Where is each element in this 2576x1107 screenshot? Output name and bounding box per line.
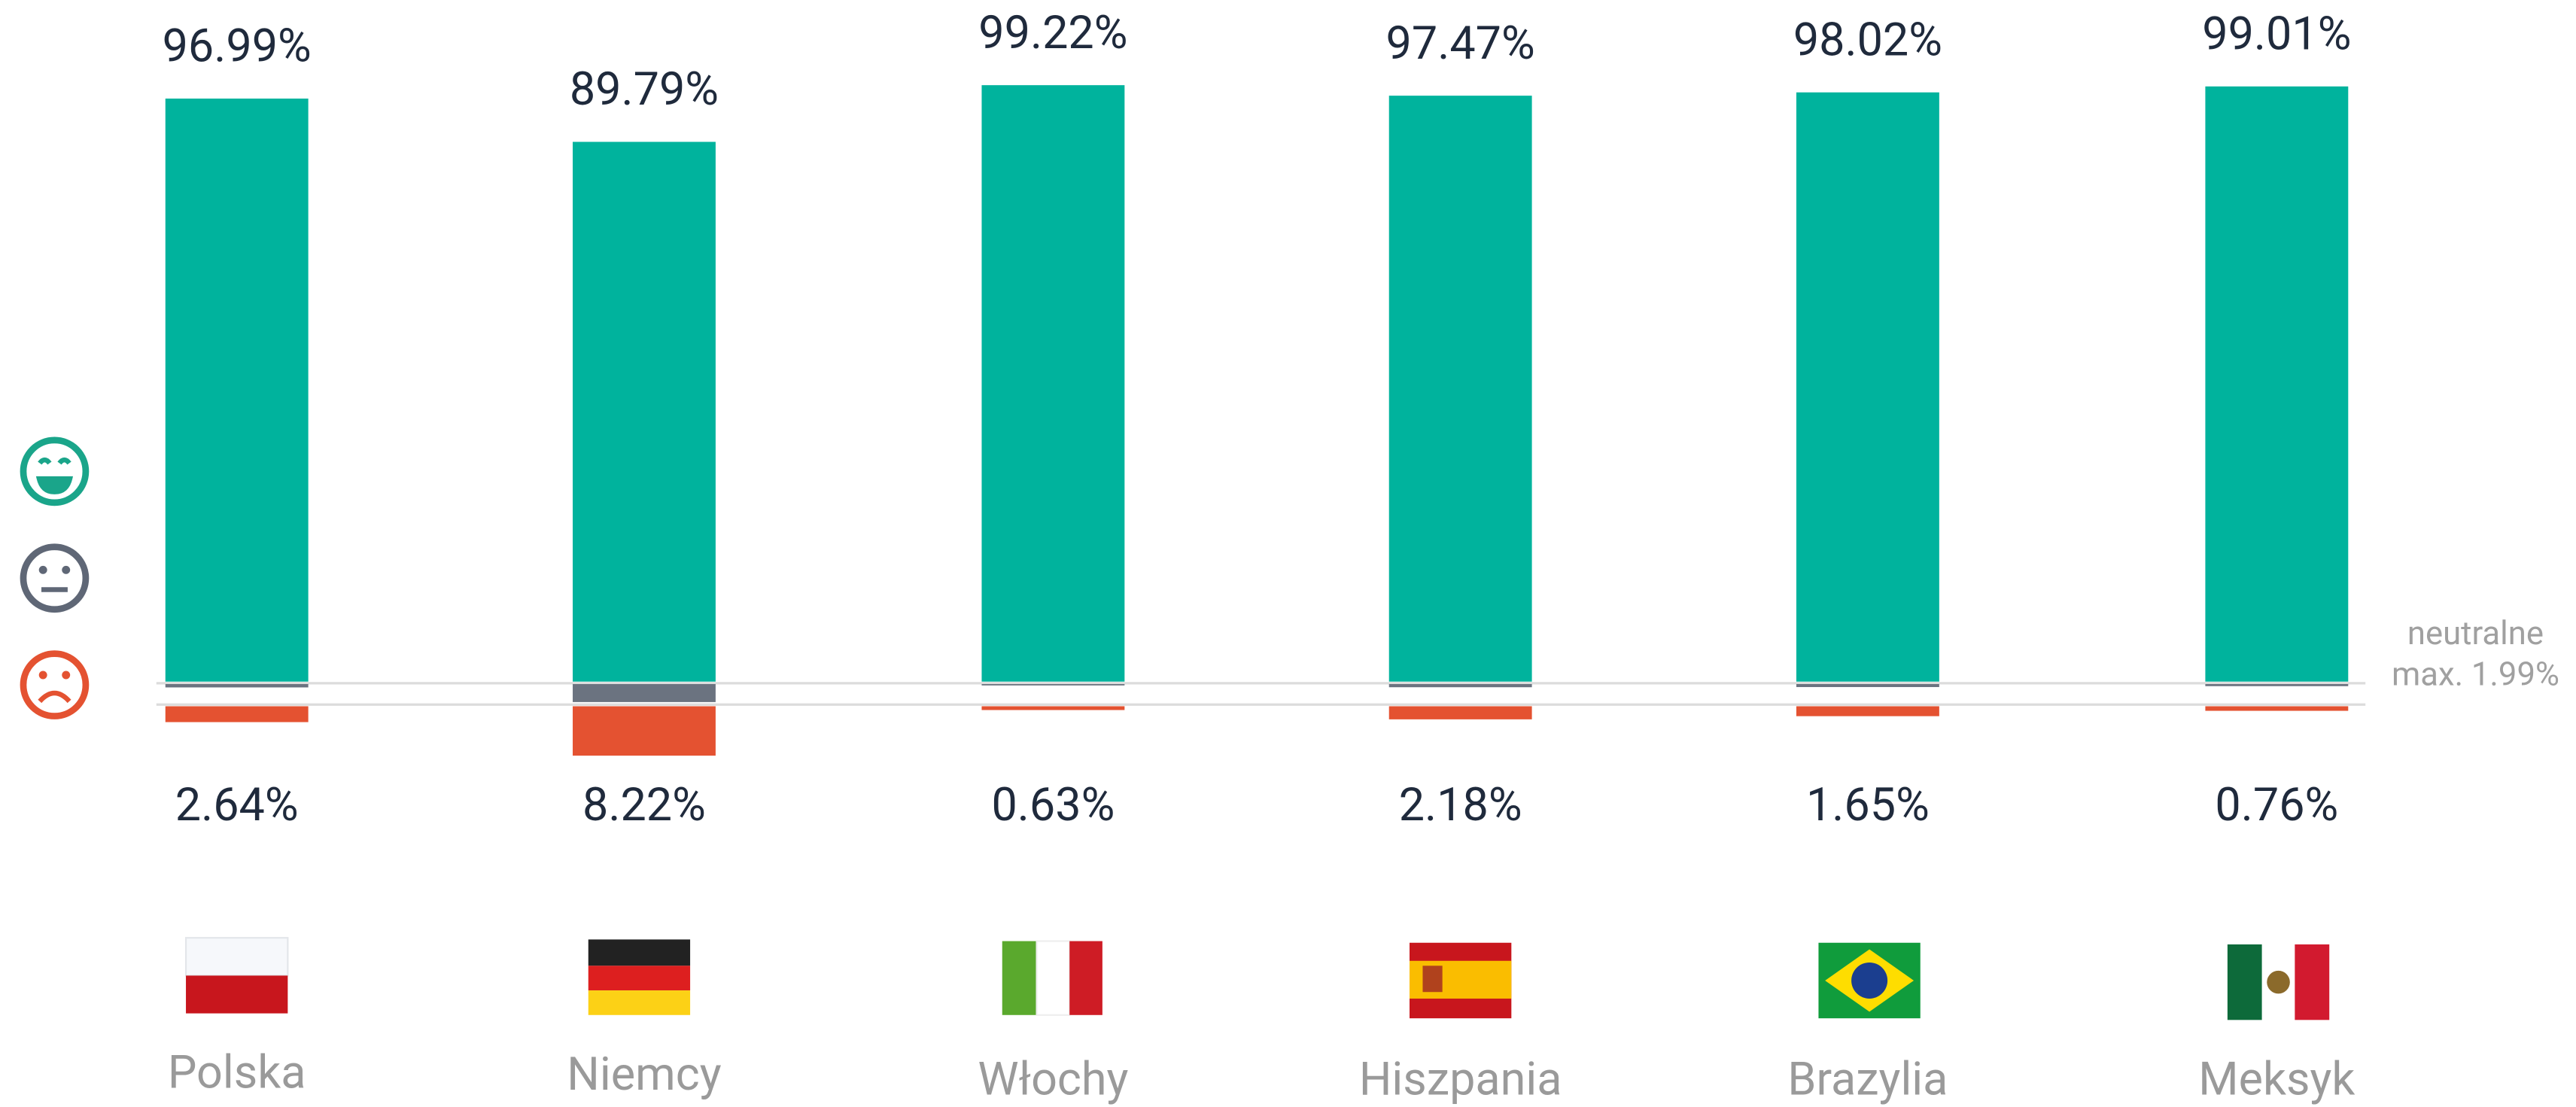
flag-br: [1818, 942, 1921, 1019]
positive-label: 89.79%: [570, 62, 719, 116]
flag-it: [1002, 940, 1102, 1016]
category-label: Brazylia: [1787, 1051, 1948, 1105]
neutral-bar: [2205, 684, 2349, 686]
positive-bar: [573, 141, 716, 682]
annotation: neutralne: [2407, 614, 2544, 652]
negative-label: 0.63%: [991, 777, 1115, 832]
negative-bar: [573, 706, 716, 756]
negative-bar: [2205, 706, 2349, 711]
neutral-bar: [1796, 684, 1939, 687]
category-label: Hiszpania: [1359, 1051, 1562, 1105]
negative-label: 2.18%: [1399, 777, 1522, 832]
negative-label: 8.22%: [582, 777, 706, 832]
negative-bar: [165, 706, 309, 722]
flag-pl: [184, 937, 289, 1014]
category-label: Włochy: [978, 1051, 1128, 1105]
positive-label: 98.02%: [1793, 12, 1942, 66]
positive-label: 96.99%: [163, 19, 312, 73]
category-label: Polska: [168, 1045, 306, 1099]
negative-bar: [1796, 706, 1939, 716]
negative-bar: [1388, 706, 1532, 719]
neutral-bar: [1388, 684, 1532, 688]
negative-label: 1.65%: [1806, 777, 1930, 832]
flag-es: [1410, 942, 1512, 1019]
neutral-bar: [573, 684, 716, 702]
flag-de: [588, 939, 691, 1015]
neutral-bar: [165, 684, 309, 688]
neutral-bar: [981, 684, 1125, 686]
positive-label: 99.22%: [978, 5, 1127, 59]
annotation: max. 1.99%: [2392, 655, 2559, 694]
neutral-icon: [20, 543, 90, 613]
positive-bar: [1796, 92, 1939, 682]
category-label: Meksyk: [2198, 1051, 2355, 1105]
negative-label: 0.76%: [2215, 777, 2338, 832]
positive-bar: [165, 98, 309, 682]
negative-label: 2.64%: [175, 777, 299, 832]
negative-icon: [20, 650, 90, 719]
positive-icon: [20, 436, 90, 506]
flag-mx: [2227, 944, 2330, 1020]
positive-label: 97.47%: [1386, 16, 1535, 70]
category-label: Niemcy: [567, 1047, 721, 1101]
negative-bar: [981, 706, 1125, 710]
positive-bar: [1388, 96, 1532, 682]
positive-bar: [2205, 86, 2349, 682]
positive-label: 99.01%: [2202, 7, 2351, 61]
positive-bar: [981, 85, 1125, 682]
